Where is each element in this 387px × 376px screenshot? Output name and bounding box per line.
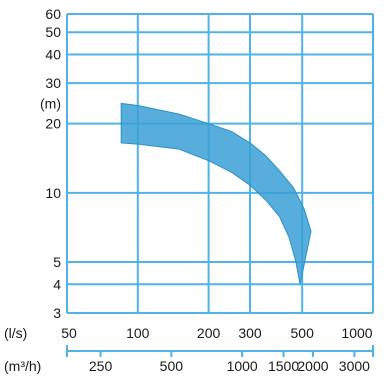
x-tick-lps-100: 100: [126, 325, 150, 341]
y-tick-10: 10: [45, 185, 61, 201]
x-tick-m3h-500: 500: [160, 358, 184, 374]
x-axis-unit-secondary: (m³/h): [4, 358, 41, 374]
x-tick-m3h-2000: 2000: [297, 358, 328, 374]
x-tick-m3h-3000: 3000: [339, 358, 370, 374]
y-tick-5: 5: [53, 254, 61, 270]
y-tick-30: 30: [45, 75, 61, 91]
x-tick-lps-1000: 1000: [341, 325, 372, 341]
grid-lines: [66, 13, 374, 314]
y-tick-20: 20: [45, 116, 61, 132]
x-tick-m3h-1000: 1000: [227, 358, 258, 374]
x-tick-lps-200: 200: [197, 325, 221, 341]
x-axis-unit-primary: (l/s): [4, 325, 27, 341]
x-tick-lps-300: 300: [238, 325, 262, 341]
y-tick-4: 4: [53, 276, 61, 292]
performance-band: [120, 102, 312, 285]
y-tick-60: 60: [45, 6, 61, 22]
band-shape: [120, 102, 312, 285]
x-tick-lps-500: 500: [291, 325, 315, 341]
y-tick-labels: 3 4 5 10 20 30 40 50 60: [45, 6, 61, 321]
y-axis-unit-label: (m): [40, 95, 61, 111]
y-tick-50: 50: [45, 24, 61, 40]
x-tick-labels-primary: 50 100 200 300 500 1000: [61, 325, 373, 341]
x-tick-m3h-250: 250: [89, 358, 113, 374]
y-tick-3: 3: [53, 305, 61, 321]
y-tick-40: 40: [45, 46, 61, 62]
x-tick-lps-50: 50: [61, 325, 77, 341]
x-tick-m3h-1500: 1500: [268, 358, 299, 374]
secondary-x-axis: [66, 345, 374, 357]
